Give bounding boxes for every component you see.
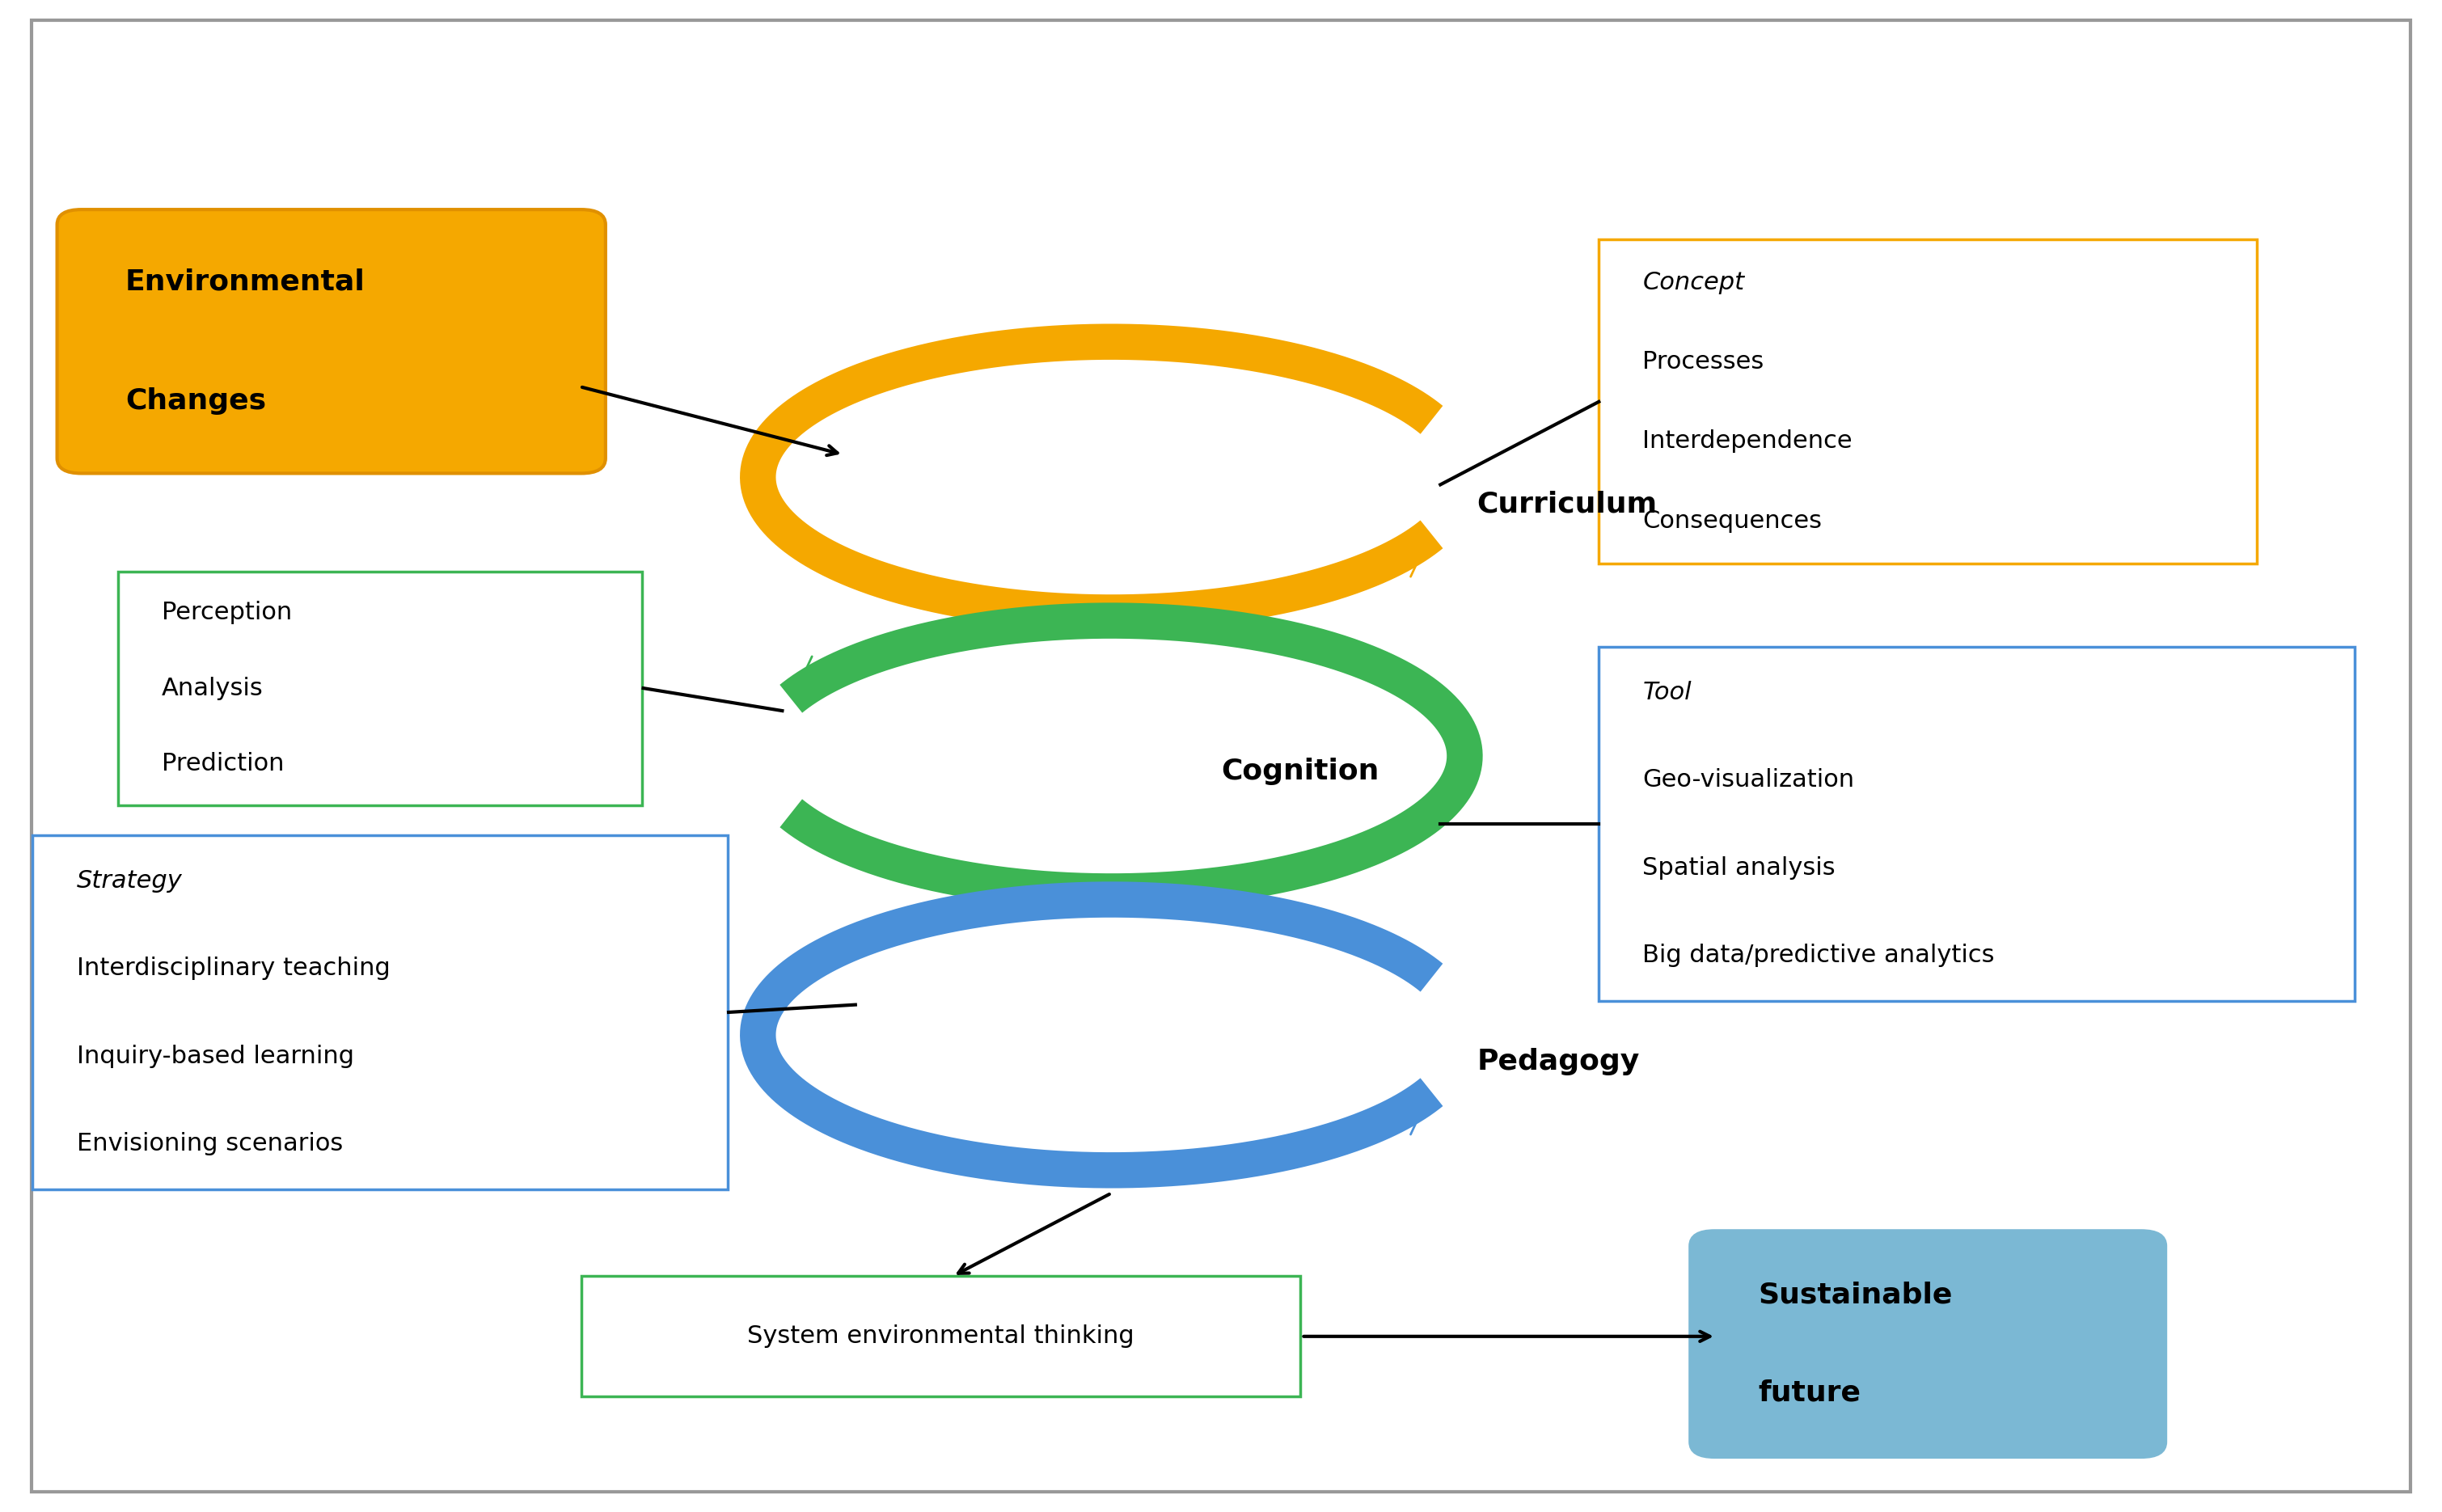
- Text: future: future: [1758, 1379, 1861, 1406]
- Text: Perception: Perception: [161, 602, 293, 624]
- Text: Processes: Processes: [1643, 351, 1763, 373]
- Text: Geo-visualization: Geo-visualization: [1643, 768, 1853, 792]
- Text: Tool: Tool: [1643, 680, 1692, 705]
- Text: Sustainable: Sustainable: [1758, 1281, 1954, 1309]
- Text: Prediction: Prediction: [161, 751, 283, 776]
- FancyBboxPatch shape: [56, 210, 606, 473]
- Text: Environmental: Environmental: [125, 268, 366, 295]
- Text: Pedagogy: Pedagogy: [1477, 1048, 1639, 1075]
- FancyBboxPatch shape: [117, 572, 642, 804]
- Text: Strategy: Strategy: [76, 869, 183, 892]
- Text: Cognition: Cognition: [1221, 758, 1380, 785]
- Text: Analysis: Analysis: [161, 676, 264, 700]
- Text: Inquiry-based learning: Inquiry-based learning: [76, 1045, 354, 1067]
- Text: Envisioning scenarios: Envisioning scenarios: [76, 1132, 342, 1155]
- Text: Concept: Concept: [1643, 271, 1744, 295]
- FancyBboxPatch shape: [32, 835, 728, 1190]
- Text: Curriculum: Curriculum: [1477, 490, 1658, 519]
- Text: Consequences: Consequences: [1643, 510, 1822, 532]
- Text: Interdisciplinary teaching: Interdisciplinary teaching: [76, 957, 391, 980]
- FancyBboxPatch shape: [1600, 647, 2354, 1001]
- Text: Spatial analysis: Spatial analysis: [1643, 856, 1836, 880]
- Text: Interdependence: Interdependence: [1643, 429, 1853, 454]
- Text: Changes: Changes: [125, 387, 266, 414]
- Text: Big data/predictive analytics: Big data/predictive analytics: [1643, 943, 1995, 968]
- Text: System environmental thinking: System environmental thinking: [747, 1325, 1133, 1349]
- FancyBboxPatch shape: [1600, 240, 2256, 564]
- FancyBboxPatch shape: [1690, 1231, 2166, 1458]
- FancyBboxPatch shape: [581, 1276, 1299, 1397]
